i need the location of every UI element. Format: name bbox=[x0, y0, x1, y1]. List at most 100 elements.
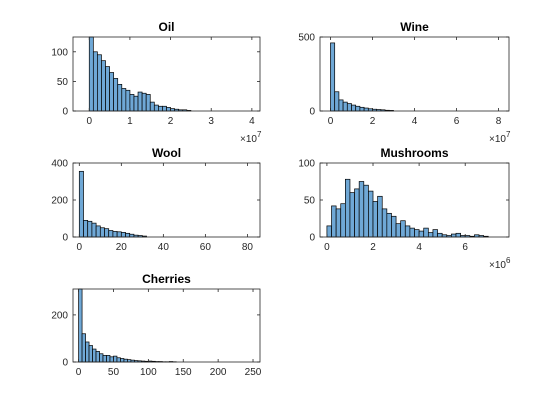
cherries-bar bbox=[109, 356, 114, 363]
mushrooms-xtick-label: 0 bbox=[324, 242, 330, 253]
cherries-bar bbox=[99, 353, 104, 363]
cherries-bar bbox=[120, 358, 125, 363]
wool-bar bbox=[78, 170, 84, 238]
mushrooms-bar bbox=[358, 181, 365, 238]
oil-bar bbox=[141, 92, 147, 112]
wine-bar bbox=[359, 106, 365, 112]
wool-bar bbox=[112, 231, 118, 238]
oil-xtick-label: 3 bbox=[208, 116, 214, 127]
mushrooms-bar bbox=[409, 227, 415, 238]
oil-bar bbox=[105, 66, 110, 112]
wine-bar bbox=[363, 107, 369, 112]
mushrooms-ytick-label: 100 bbox=[298, 159, 315, 170]
mushrooms-bar bbox=[368, 190, 374, 238]
cherries-title: Cherries bbox=[142, 272, 191, 286]
oil-ytick-label: 100 bbox=[51, 47, 68, 58]
oil-ytick-label: 0 bbox=[62, 107, 68, 118]
oil-bar bbox=[137, 91, 143, 112]
wool-bar bbox=[108, 230, 114, 238]
mushrooms-xtick-label: 4 bbox=[416, 242, 422, 253]
oil-bar bbox=[97, 54, 102, 112]
oil-bar bbox=[133, 95, 139, 112]
wool-xtick-label: 60 bbox=[200, 242, 212, 253]
cherries-axes-box bbox=[72, 288, 261, 363]
wool-bar bbox=[104, 228, 110, 238]
cherries-xtick-label: 50 bbox=[108, 367, 120, 378]
subplot-wine: 0 2 4 6 8 0 500 Wine ×107 bbox=[298, 20, 511, 145]
wool-bar bbox=[125, 232, 131, 238]
oil-bar bbox=[162, 105, 167, 112]
cherries-bar bbox=[92, 348, 97, 363]
oil-ytick-label: 50 bbox=[57, 77, 69, 88]
mushrooms-ytick-label: 0 bbox=[309, 233, 315, 244]
mushrooms-bar bbox=[414, 229, 420, 238]
mushrooms-bar bbox=[423, 227, 429, 238]
wool-ytick-label: 200 bbox=[51, 196, 68, 207]
subplot-cherries: 0 50 100 150 200 250 0 200 Cherries bbox=[51, 272, 261, 378]
mushrooms-bar bbox=[372, 201, 378, 238]
wool-axes-box bbox=[72, 162, 261, 238]
oil-bar bbox=[153, 104, 159, 112]
oil-bar bbox=[145, 94, 151, 112]
mushrooms-xtick-label: 6 bbox=[462, 242, 468, 253]
mushrooms-bar bbox=[381, 208, 388, 238]
wine-xtick-label: 0 bbox=[328, 116, 334, 127]
cherries-xtick-label: 250 bbox=[245, 367, 262, 378]
wool-bar bbox=[129, 233, 135, 238]
cherries-bar bbox=[113, 355, 118, 363]
wine-xtick-label: 6 bbox=[454, 116, 460, 127]
oil-bar bbox=[121, 88, 127, 112]
mushrooms-bar bbox=[331, 205, 337, 238]
wool-bar bbox=[83, 220, 89, 238]
wool-xtick-label: 80 bbox=[242, 242, 254, 253]
mushrooms-bar bbox=[404, 225, 411, 238]
wine-bar bbox=[338, 99, 344, 112]
oil-bar bbox=[109, 72, 115, 112]
oil-xtick-label: 0 bbox=[86, 116, 92, 127]
wine-bar bbox=[351, 104, 357, 112]
mushrooms-bar bbox=[400, 220, 406, 238]
mushrooms-bar bbox=[377, 195, 383, 238]
oil-xtick-label: 4 bbox=[249, 116, 255, 127]
cherries-xtick-label: 200 bbox=[210, 367, 227, 378]
mushrooms-bar bbox=[363, 184, 369, 238]
wine-bar bbox=[334, 91, 340, 112]
cherries-bar bbox=[116, 357, 121, 363]
wine-xtick-label: 4 bbox=[412, 116, 418, 127]
wool-bar bbox=[120, 232, 126, 238]
wool-bar bbox=[99, 227, 105, 238]
oil-bar bbox=[117, 84, 123, 112]
mushrooms-bar bbox=[335, 208, 342, 238]
mushrooms-bar bbox=[455, 232, 461, 238]
mushrooms-bar bbox=[391, 215, 397, 238]
cherries-bar bbox=[102, 355, 107, 363]
oil-bar bbox=[88, 36, 94, 112]
mushrooms-title: Mushrooms bbox=[380, 146, 448, 160]
wine-xtick-label: 2 bbox=[370, 116, 376, 127]
wool-ytick-label: 0 bbox=[62, 233, 68, 244]
mushrooms-bar bbox=[326, 225, 332, 238]
wool-bar bbox=[91, 222, 97, 238]
oil-bar bbox=[113, 78, 119, 112]
wine-ytick-label: 500 bbox=[298, 33, 315, 44]
mushrooms-bar bbox=[451, 233, 457, 238]
mushrooms-exponent-label: ×106 bbox=[489, 256, 511, 271]
mushrooms-bar bbox=[386, 212, 392, 238]
mushrooms-xtick-label: 2 bbox=[370, 242, 376, 253]
oil-bar bbox=[125, 89, 131, 112]
oil-bar bbox=[92, 51, 98, 112]
wine-bar bbox=[330, 42, 336, 112]
oil-bar bbox=[129, 94, 135, 112]
wool-bar bbox=[116, 231, 122, 238]
oil-title: Oil bbox=[158, 20, 174, 34]
wine-ytick-label: 0 bbox=[309, 107, 315, 118]
wool-ytick-label: 400 bbox=[51, 159, 68, 170]
mushrooms-bar bbox=[354, 188, 360, 238]
wine-title: Wine bbox=[400, 20, 429, 34]
subplot-mushrooms: 0 2 4 6 0 50 100 Mushrooms ×106 bbox=[298, 146, 511, 271]
mushrooms-bar bbox=[418, 230, 425, 238]
cherries-bar bbox=[95, 351, 100, 363]
wine-bar bbox=[346, 103, 352, 112]
wool-xtick-label: 40 bbox=[158, 242, 170, 253]
